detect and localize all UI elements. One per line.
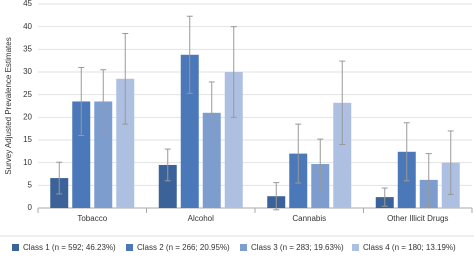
bar bbox=[72, 101, 91, 208]
error-bar bbox=[230, 26, 237, 118]
error-bar bbox=[78, 66, 85, 136]
bar bbox=[116, 78, 135, 208]
y-tick-label: 25 bbox=[23, 90, 32, 99]
bar bbox=[94, 101, 113, 208]
y-tick-label: 40 bbox=[23, 22, 32, 31]
legend-swatch bbox=[12, 244, 19, 251]
error-bar bbox=[339, 60, 346, 146]
error-bar bbox=[122, 32, 129, 125]
bar bbox=[158, 164, 177, 208]
y-axis-label: Survey Adjusted Prevalence Estimates bbox=[4, 37, 13, 174]
error-bar bbox=[186, 15, 193, 94]
legend-label: Class 4 (n = 180; 13.19%) bbox=[363, 243, 456, 252]
y-tick-label: 30 bbox=[23, 67, 32, 76]
bar bbox=[202, 112, 221, 208]
error-bar bbox=[208, 81, 215, 145]
bar bbox=[180, 54, 199, 209]
error-bar bbox=[273, 182, 280, 211]
error-bar bbox=[164, 148, 171, 182]
legend-swatch bbox=[352, 244, 359, 251]
y-tick-label: 5 bbox=[28, 180, 33, 189]
legend-label: Class 2 (n = 266; 20.95%) bbox=[137, 243, 230, 252]
y-tick-label: 20 bbox=[23, 112, 32, 121]
y-tick-label: 45 bbox=[23, 0, 32, 8]
legend-swatch bbox=[240, 244, 247, 251]
legend-label: Class 1 (n = 592; 46.23%) bbox=[23, 243, 116, 252]
legend-label: Class 3 (n = 283; 19.63%) bbox=[251, 243, 344, 252]
x-tick-label: Cannabis bbox=[292, 214, 326, 223]
error-bar bbox=[425, 153, 432, 207]
x-tick-label: Other Illicit Drugs bbox=[387, 214, 448, 223]
y-tick-label: 35 bbox=[23, 44, 32, 53]
x-tick-label: Alcohol bbox=[188, 214, 214, 223]
error-bar bbox=[447, 130, 454, 195]
legend-swatch bbox=[126, 244, 133, 251]
x-tick-label: Tobacco bbox=[77, 214, 107, 223]
y-tick-label: 10 bbox=[23, 158, 32, 167]
bar bbox=[224, 72, 243, 208]
y-tick-label: 0 bbox=[28, 203, 33, 212]
error-bar bbox=[403, 122, 410, 182]
error-bar bbox=[317, 138, 324, 190]
bar bbox=[333, 102, 352, 208]
error-bar bbox=[100, 69, 107, 134]
error-bar bbox=[381, 187, 388, 207]
error-bar bbox=[56, 161, 63, 195]
error-bar bbox=[295, 123, 302, 184]
y-tick-label: 15 bbox=[23, 135, 32, 144]
